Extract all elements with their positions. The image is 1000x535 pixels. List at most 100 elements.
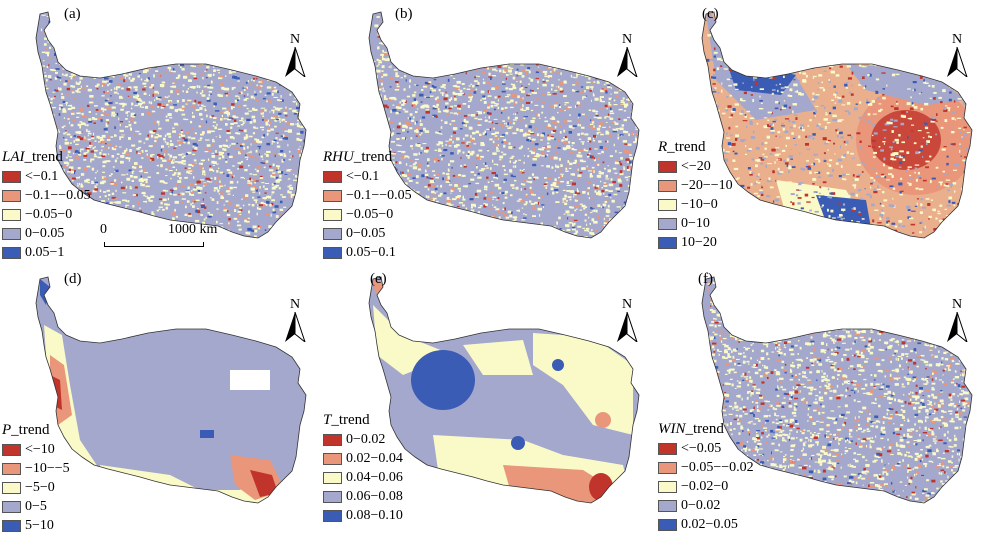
- legend-swatch: [2, 519, 21, 532]
- legend-item-label: <−0.1: [25, 169, 59, 184]
- legend-swatch: [2, 462, 21, 475]
- legend-item-label: −10−−5: [25, 461, 70, 476]
- legend-item-label: −0.02−0: [681, 479, 729, 494]
- legend-item: 0−0.02: [323, 430, 403, 449]
- north-label: N: [289, 32, 301, 47]
- legend-item: −10−−5: [2, 459, 70, 478]
- legend-swatch: [658, 236, 677, 249]
- legend-b: RHU_trend <−0.1 −0.1−−0.05 −0.05−0 0−0.05 0.0…: [323, 148, 412, 262]
- north-arrow-icon: [285, 47, 306, 77]
- legend-swatch: [323, 452, 342, 465]
- legend-item: 0.04−0.06: [323, 468, 403, 487]
- scale-bar-start-label: 0: [100, 222, 107, 237]
- legend-swatch: [658, 499, 677, 512]
- trend-map-c: [701, 11, 973, 239]
- legend-suffix: _trend: [667, 139, 706, 155]
- legend-item: 0−0.02: [658, 496, 754, 515]
- scale-bar-line: [104, 242, 204, 247]
- legend-swatch: [658, 217, 677, 230]
- legend-variable: LAI: [2, 149, 25, 165]
- legend-swatch: [658, 461, 677, 474]
- legend-item: 0.02−0.05: [658, 515, 754, 534]
- legend-swatch: [2, 227, 21, 240]
- north-arrow: N: [612, 32, 642, 82]
- legend-title: LAI_trend: [2, 148, 91, 167]
- legend-swatch: [323, 189, 342, 202]
- legend-item: −0.1−−0.05: [323, 186, 412, 205]
- north-arrow-icon: [617, 47, 638, 77]
- legend-item-label: 0−5: [25, 499, 47, 514]
- legend-swatch: [2, 189, 21, 202]
- panel-label-a: (a): [64, 6, 81, 22]
- legend-item: −0.1−−0.05: [2, 186, 91, 205]
- legend-e: T_trend 0−0.02 0.02−0.04 0.04−0.06 0.06−0.08…: [323, 411, 403, 525]
- north-arrow-icon: [947, 47, 968, 77]
- legend-variable: WIN: [658, 421, 686, 437]
- legend-item: 0−10: [658, 214, 733, 233]
- legend-swatch: [658, 198, 677, 211]
- legend-item-label: <−0.05: [681, 441, 722, 456]
- map-panel-a: (a) N LAI_trend <−0.1 −0.1−−0.05 −0.05−0 0−0.…: [0, 0, 333, 264]
- legend-f: WIN_trend <−0.05 −0.05−−0.02 −0.02−0 0−0.02 0…: [658, 420, 754, 534]
- legend-item: <−0.1: [323, 167, 412, 186]
- legend-swatch: [2, 481, 21, 494]
- legend-item: <−10: [2, 440, 70, 459]
- legend-item: 0.05−1: [2, 243, 91, 262]
- trend-map-f: [701, 276, 973, 504]
- panel-label-f: (f): [698, 271, 713, 287]
- legend-swatch: [2, 246, 21, 259]
- north-arrow-icon: [285, 312, 306, 342]
- legend-variable: P: [2, 422, 12, 438]
- north-arrow: N: [942, 297, 972, 347]
- map-panel-e: (e) N T_trend 0−0.02 0.02−0.04 0.04−0.06 0.06…: [323, 265, 666, 529]
- map-panel-f: (f) N WIN_trend <−0.05 −0.05−−0.02 −0.02−0 0−…: [658, 265, 999, 532]
- north-arrow: N: [942, 32, 972, 82]
- legend-swatch: [2, 500, 21, 513]
- north-arrow: N: [280, 297, 310, 347]
- legend-swatch: [2, 208, 21, 221]
- legend-swatch: [323, 246, 342, 259]
- legend-item-label: <−0.1: [346, 169, 380, 184]
- legend-item-label: −20−−10: [681, 178, 733, 193]
- legend-swatch: [323, 170, 342, 183]
- legend-item: <−0.05: [658, 439, 754, 458]
- panel-label-c: (c): [702, 6, 719, 22]
- legend-suffix: _trend: [331, 412, 370, 428]
- legend-suffix: _trend: [11, 422, 50, 438]
- legend-item: −20−−10: [658, 176, 733, 195]
- legend-item-label: −0.1−−0.05: [346, 188, 412, 203]
- legend-item: 0.06−0.08: [323, 487, 403, 506]
- north-label: N: [289, 297, 301, 312]
- legend-swatch: [658, 442, 677, 455]
- legend-item-label: 0.04−0.06: [346, 470, 403, 485]
- legend-item-label: 0.05−1: [25, 245, 65, 260]
- legend-item: 0−0.05: [323, 224, 412, 243]
- legend-title: T_trend: [323, 411, 403, 430]
- legend-swatch: [658, 160, 677, 173]
- legend-a: LAI_trend <−0.1 −0.1−−0.05 −0.05−0 0−0.05 0.0…: [2, 148, 91, 262]
- legend-item: 0.05−0.1: [323, 243, 412, 262]
- legend-title: R_trend: [658, 138, 733, 157]
- legend-item-label: 0.06−0.08: [346, 489, 403, 504]
- legend-item-label: <−20: [681, 159, 711, 174]
- legend-c: R_trend <−20 −20−−10 −10−0 0−10 10−20: [658, 138, 733, 252]
- panel-label-d: (d): [64, 271, 82, 287]
- legend-item-label: 5−10: [25, 518, 54, 533]
- legend-swatch: [323, 208, 342, 221]
- legend-title: P_trend: [2, 421, 70, 440]
- scale-bar: 0 1000 km: [100, 222, 230, 252]
- legend-item-label: −0.05−0: [346, 207, 394, 222]
- north-arrow: N: [612, 297, 642, 347]
- legend-item-label: 0.02−0.04: [346, 451, 403, 466]
- legend-item: 0.08−0.10: [323, 506, 403, 525]
- legend-swatch: [658, 179, 677, 192]
- panel-label-b: (b): [395, 6, 413, 22]
- legend-item-label: 0−0.05: [25, 226, 65, 241]
- legend-item-label: 0−0.02: [681, 498, 721, 513]
- legend-item-label: 0−10: [681, 216, 710, 231]
- legend-item-label: −10−0: [681, 197, 718, 212]
- north-arrow: N: [280, 32, 310, 82]
- legend-suffix: _trend: [24, 149, 63, 165]
- trend-map-a: [35, 11, 307, 239]
- legend-item-label: −0.1−−0.05: [25, 188, 91, 203]
